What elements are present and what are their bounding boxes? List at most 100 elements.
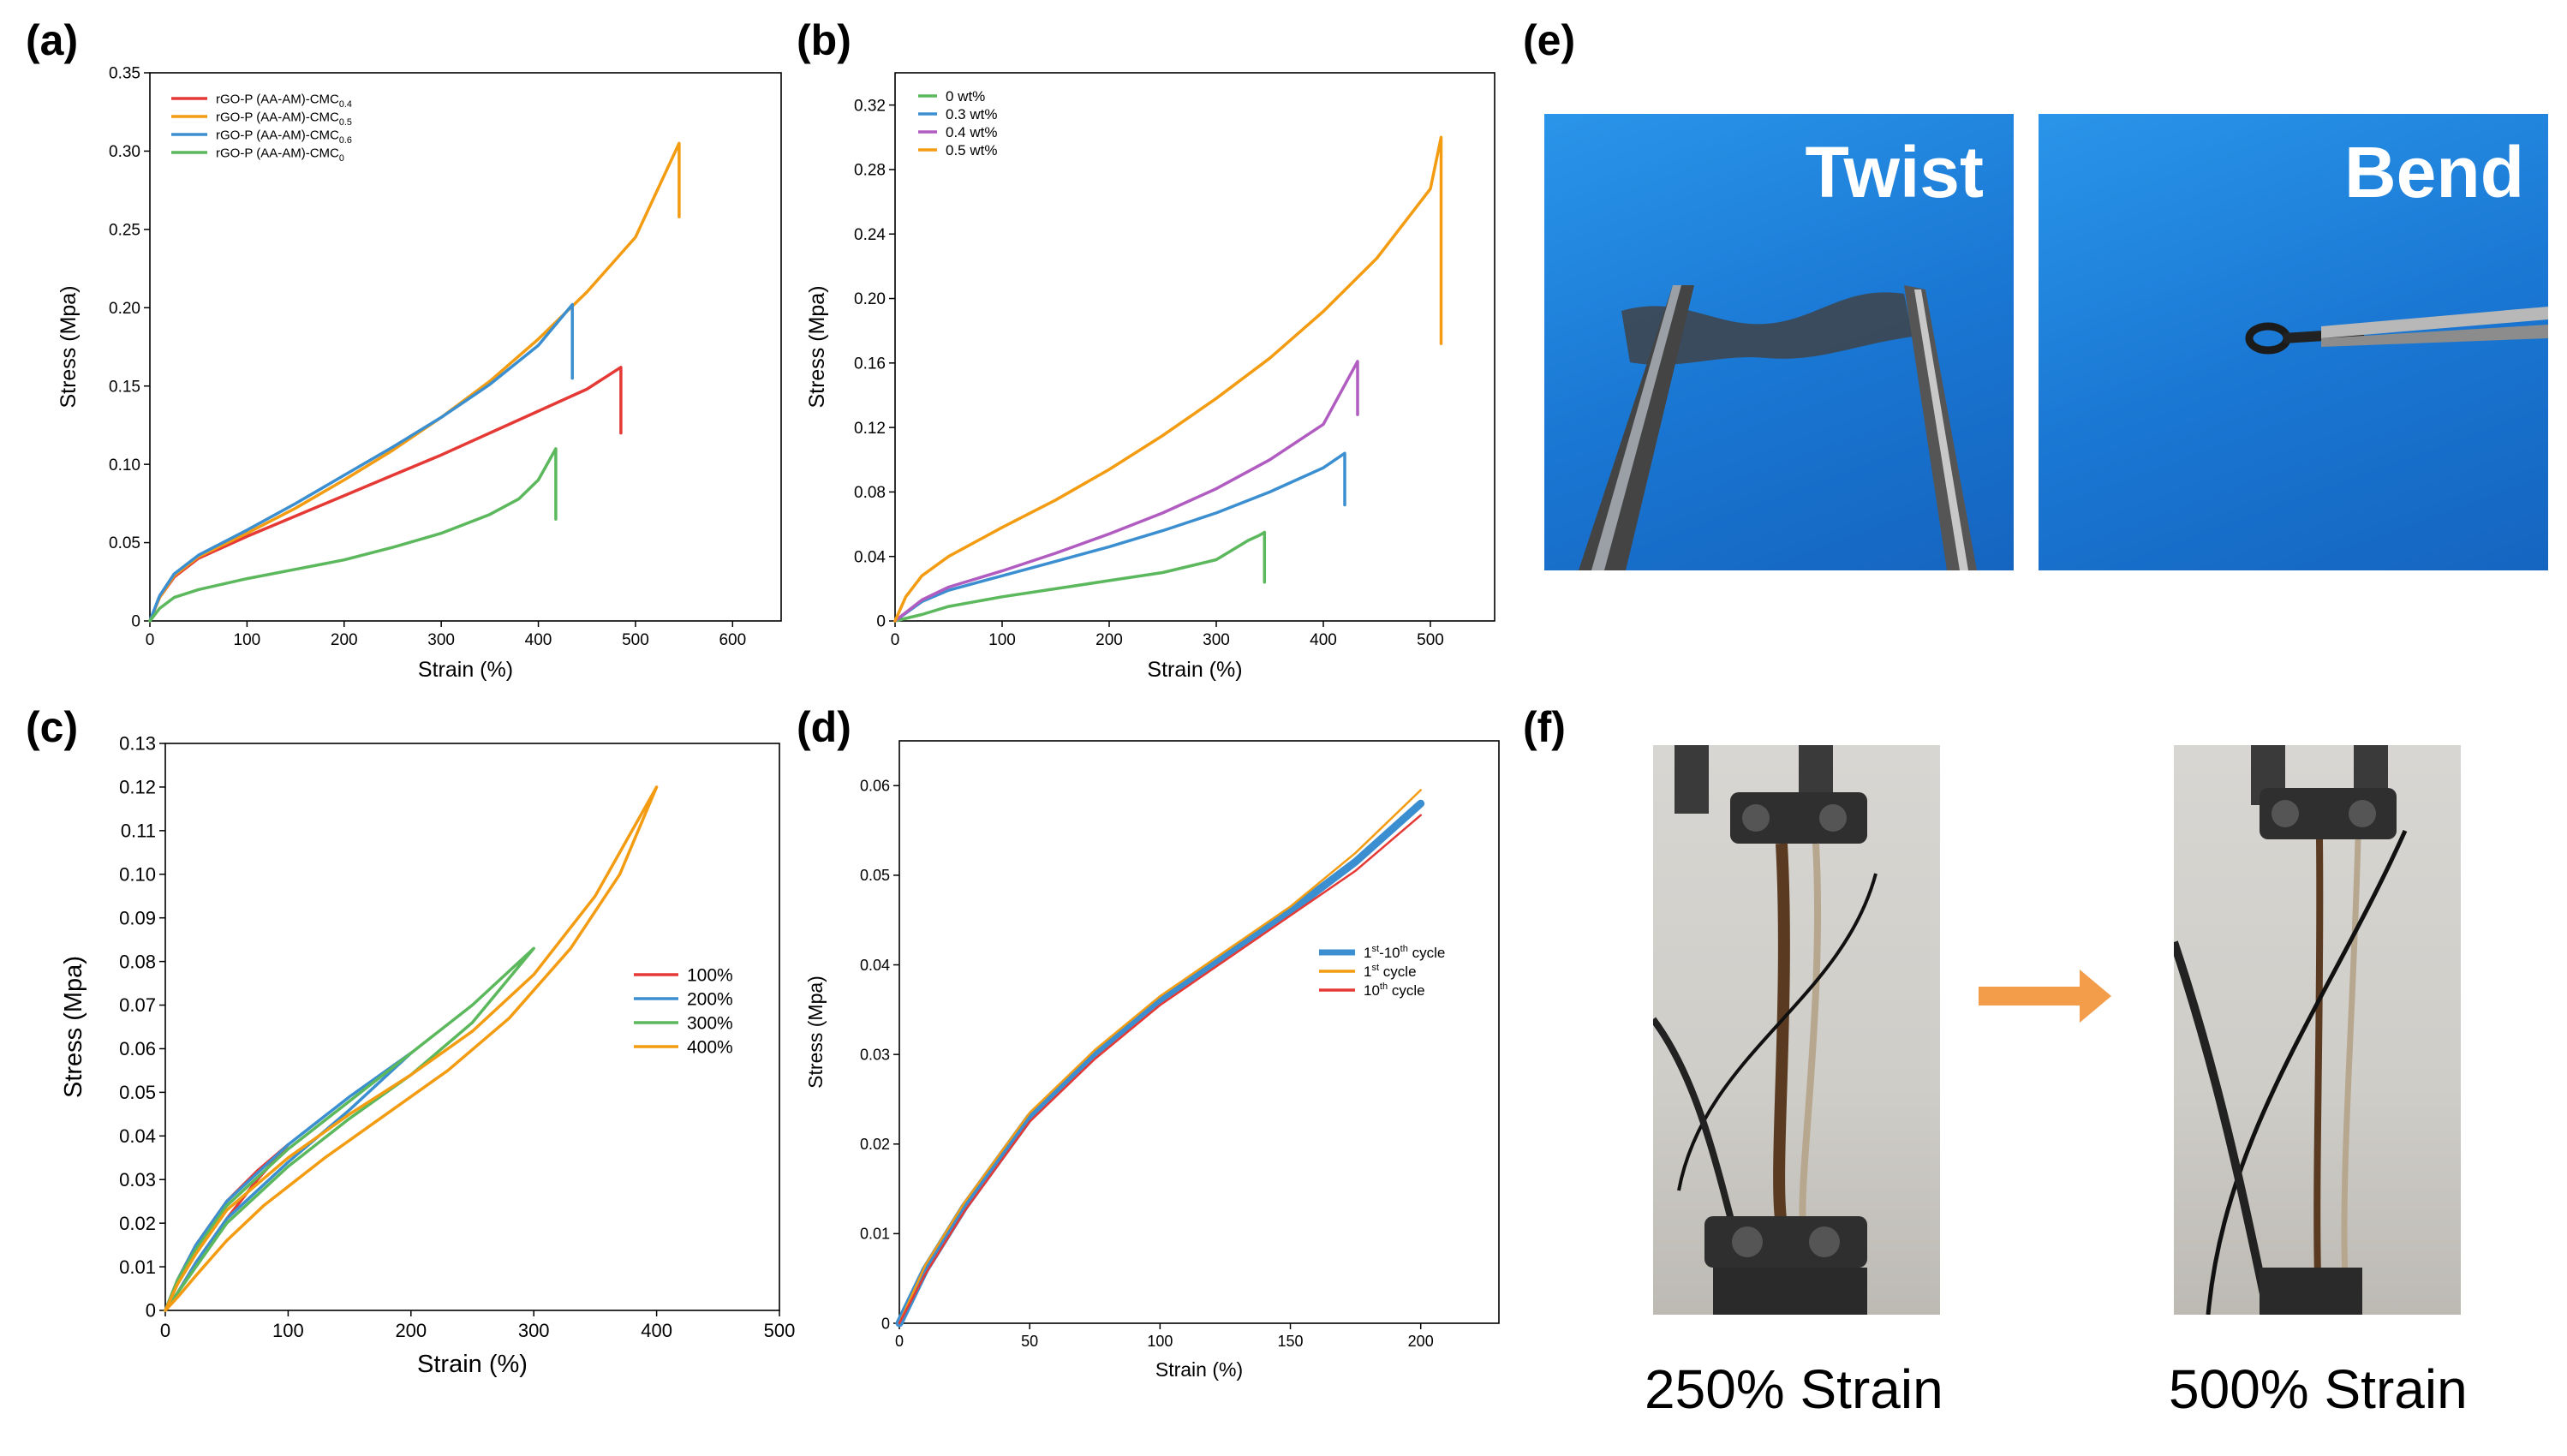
panel-label-e: (e) [1523,16,1576,64]
tensile-rig-500 [2174,745,2408,1315]
y-tick-label: 0.12 [119,777,156,798]
plot-frame [149,72,782,622]
series-line-b-2 [893,360,1359,623]
caption-500-strain: 500% Strain [2169,1358,2468,1420]
legend-entry: 400% [687,1037,733,1057]
series-line-b-0 [893,530,1267,623]
series-line-c-1 [164,1051,413,1312]
y-axis-label: Stress (Mpa) [57,285,81,408]
panel-label-d: (d) [797,703,851,751]
y-tick-label: 0.01 [119,1256,156,1278]
y-tick-label: 0.28 [854,162,886,180]
series-line-a-2 [148,302,574,623]
x-tick-label: 400 [641,1320,672,1341]
tensile-rig-250 [1653,745,1877,1315]
x-tick-label: 0 [160,1320,170,1341]
y-axis-label: Stress (Mpa) [805,285,829,408]
chart-d: 0 50 100 150 200 0 0.01 0.02 0.03 0.04 0.05 0.06 Str… [804,740,1500,1381]
arrow-icon [1979,970,2111,1023]
legend-entry: 0 wt% [946,88,985,104]
chart-c: 0 100 200 300 400 500 0 0.01 0.02 0.03 0.04 0.05 0.0… [60,733,796,1378]
x-tick-label: 150 [1277,1333,1303,1350]
twist-illustration [1579,285,1977,570]
x-axis-label: Strain (%) [1155,1358,1243,1381]
y-tick-label: 0.16 [854,355,886,373]
bend-label: Bend [2344,132,2524,212]
y-tick-label: 0.06 [860,778,890,795]
x-tick-label: 100 [234,631,261,649]
bend-illustration [2245,307,2548,355]
legend-entry: rGO-P (AA-AM)-CMC0.4 [216,92,352,110]
legend-entry: 200% [687,989,733,1009]
y-tick-label: 0.07 [119,994,156,1016]
y-tick-label: 0 [131,613,140,631]
x-tick-label: 500 [622,631,649,649]
series-line-d-0 [895,799,1425,1328]
strain-250-photo [1653,745,1940,1315]
series-line-c-2 [164,946,535,1312]
x-tick-label: 200 [395,1320,427,1341]
y-tick-label: 0.12 [854,420,886,438]
series-line-b-3 [893,135,1443,623]
y-tick-label: 0.08 [854,484,886,502]
y-tick-label: 0.15 [109,378,140,396]
caption-250-strain: 250% Strain [1645,1358,1943,1420]
twist-photo: Twist [1544,114,2014,570]
series-line-b-1 [893,451,1346,623]
legend-entry: rGO-P (AA-AM)-CMC0.6 [216,128,352,146]
y-axis-label: Stress (Mpa) [60,956,87,1098]
series-line-c-3 [164,785,659,1312]
panel-label-b: (b) [797,16,851,64]
x-tick-label: 300 [518,1320,550,1341]
x-tick-label: 200 [1095,631,1123,649]
y-tick-label: 0.11 [121,820,156,842]
y-tick-label: 0.03 [119,1169,156,1190]
x-tick-label: 50 [1021,1333,1038,1350]
series-line-a-3 [148,447,558,623]
y-tick-label: 0.06 [119,1038,156,1059]
plot-frame [164,743,780,1311]
y-tick-label: 0.10 [119,863,156,885]
y-tick-label: 0.04 [854,548,886,566]
x-tick-label: 200 [1408,1333,1434,1350]
legend-entry: 0.5 wt% [946,142,997,158]
x-tick-label: 400 [1310,631,1337,649]
series-line-a-0 [148,366,623,623]
y-tick-label: 0.01 [860,1226,890,1243]
strain-500-photo [2174,745,2461,1315]
chart-a: 0 100 200 300 400 500 600 0 0.05 0.10 0.15 0.20 0.25… [57,65,782,682]
panel-label-a: (a) [26,16,79,64]
y-tick-label: 0.10 [109,456,140,474]
y-tick-label: 0 [881,1315,890,1332]
y-tick-label: 0.03 [860,1046,890,1063]
y-tick-label: 0.32 [854,97,886,115]
plot-frame [898,740,1500,1324]
y-tick-label: 0.05 [860,867,890,884]
x-tick-label: 100 [272,1320,304,1341]
legend-entry: 100% [687,965,733,985]
panel-label-f: (f) [1523,703,1566,751]
x-tick-label: 0 [146,631,155,649]
x-axis-label: Strain (%) [418,658,513,682]
x-tick-label: 500 [1417,631,1444,649]
legend-entry: 300% [687,1013,733,1033]
legend-entry: 1st-10th cycle [1364,944,1445,961]
y-tick-label: 0.04 [860,957,890,974]
x-tick-label: 300 [427,631,455,649]
y-tick-label: 0.24 [854,226,886,244]
y-tick-label: 0.02 [119,1213,156,1234]
y-tick-label: 0.20 [854,290,886,308]
x-tick-label: 500 [764,1320,796,1341]
plot-frame [894,72,1495,622]
legend-entry: rGO-P (AA-AM)-CMC0 [216,146,344,164]
x-axis-label: Strain (%) [1147,658,1242,682]
x-tick-label: 100 [988,631,1016,649]
y-axis-label: Stress (Mpa) [804,976,827,1089]
y-tick-label: 0.35 [109,65,140,83]
y-tick-label: 0.25 [109,222,140,240]
x-axis-label: Strain (%) [417,1351,528,1378]
x-tick-label: 0 [895,1333,904,1350]
x-tick-label: 300 [1203,631,1230,649]
bend-photo: Bend [2039,114,2548,570]
y-tick-label: 0 [146,1300,156,1322]
